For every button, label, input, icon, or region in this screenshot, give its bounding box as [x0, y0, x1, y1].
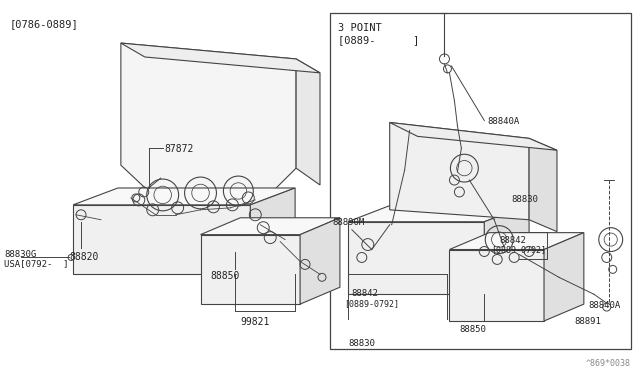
Text: 99821: 99821: [241, 317, 269, 327]
Polygon shape: [121, 43, 296, 198]
Polygon shape: [390, 122, 529, 220]
Text: 88820: 88820: [69, 251, 99, 262]
Polygon shape: [200, 235, 300, 304]
Polygon shape: [73, 188, 295, 205]
Polygon shape: [200, 218, 340, 235]
Text: [0889-0792]: [0889-0792]: [344, 299, 399, 308]
Polygon shape: [348, 222, 484, 294]
Text: 88842: 88842: [352, 289, 379, 298]
Bar: [330, 13, 630, 349]
Text: [0889-      ]: [0889- ]: [338, 35, 419, 45]
Polygon shape: [449, 232, 584, 250]
Text: [0889-0792]: [0889-0792]: [492, 246, 547, 254]
Text: ^869*0038: ^869*0038: [586, 359, 630, 368]
Text: 87872: 87872: [164, 144, 194, 154]
Polygon shape: [449, 250, 544, 321]
Text: [0786-0889]: [0786-0889]: [10, 19, 78, 29]
Polygon shape: [250, 188, 295, 274]
Text: 88891: 88891: [574, 317, 601, 326]
Polygon shape: [121, 43, 320, 73]
Text: USA[0792-  ]: USA[0792- ]: [4, 259, 69, 269]
Text: 88842: 88842: [499, 235, 526, 245]
Text: 88830G: 88830G: [4, 250, 36, 259]
Text: 3 POINT: 3 POINT: [338, 23, 381, 33]
Polygon shape: [544, 232, 584, 321]
Text: 88850: 88850: [460, 325, 486, 334]
Text: 88830: 88830: [348, 339, 375, 348]
Polygon shape: [348, 205, 529, 222]
Text: 88840A: 88840A: [589, 301, 621, 310]
Text: 88830: 88830: [511, 195, 538, 204]
Text: 88890M: 88890M: [332, 218, 364, 227]
Text: 88850: 88850: [211, 271, 240, 281]
Text: 88840A: 88840A: [487, 116, 520, 125]
Polygon shape: [529, 138, 557, 232]
Polygon shape: [73, 205, 250, 274]
Polygon shape: [296, 59, 320, 185]
Polygon shape: [300, 218, 340, 304]
Polygon shape: [484, 205, 529, 294]
Polygon shape: [390, 122, 557, 150]
